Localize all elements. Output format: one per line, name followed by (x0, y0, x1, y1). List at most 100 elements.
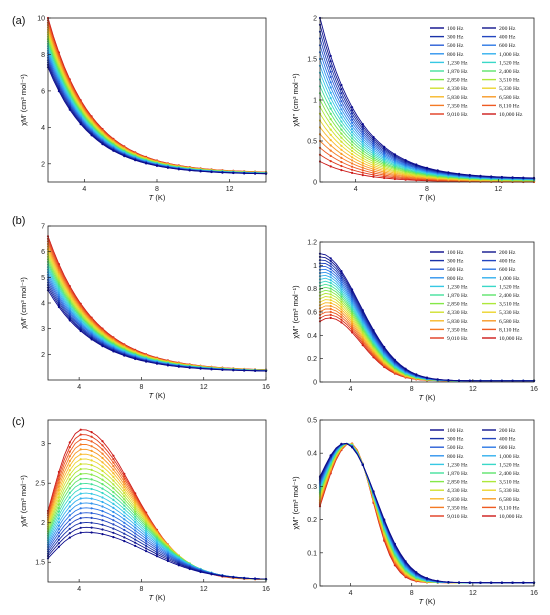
data-point (372, 164, 375, 167)
y-tick-label: 8 (41, 52, 45, 59)
y-tick-label: 0.5 (307, 418, 317, 425)
data-point (57, 538, 61, 541)
x-tick-label: 8 (139, 586, 143, 593)
data-point (79, 438, 82, 441)
data-point (340, 92, 343, 95)
data-point (468, 581, 471, 584)
x-tick-label: 12 (200, 384, 208, 391)
data-point (101, 510, 104, 513)
x-tick-label: 8 (425, 186, 429, 193)
data-point (123, 511, 126, 514)
legend-label: 400 Hz (499, 35, 516, 41)
legend-label: 2,850 Hz (447, 302, 468, 308)
data-point (79, 123, 82, 126)
data-point (68, 496, 71, 499)
data-point (112, 536, 115, 539)
data-point (155, 545, 159, 548)
data-point (254, 577, 257, 580)
series-markers (46, 448, 268, 581)
data-point (57, 517, 61, 520)
data-point (123, 514, 126, 517)
x-tick-label: 4 (77, 586, 81, 593)
data-point (145, 533, 148, 536)
series-markers (46, 245, 268, 372)
data-point (351, 156, 354, 159)
data-point (351, 124, 354, 128)
data-point (134, 521, 137, 524)
legend-label: 300 Hz (447, 437, 464, 443)
legend-label: 2,400 Hz (499, 69, 520, 75)
data-point (511, 176, 514, 179)
data-point (340, 83, 343, 87)
data-point (404, 159, 407, 162)
data-point (361, 164, 364, 167)
data-point (123, 528, 126, 532)
data-point (361, 140, 364, 143)
y-tick-label: 0 (313, 180, 317, 187)
data-point (383, 145, 386, 148)
data-point (340, 100, 343, 103)
data-point (329, 287, 332, 290)
data-point (134, 541, 137, 544)
data-point (361, 171, 364, 174)
y-tick-label: 0 (313, 584, 317, 591)
legend-label: 9,010 Hz (447, 112, 468, 118)
x-tick-label: 16 (262, 586, 270, 593)
data-point (90, 492, 93, 495)
legend-label: 8,110 Hz (499, 103, 520, 109)
x-tick-label: 12 (469, 590, 477, 597)
data-point (372, 147, 375, 150)
data-point (145, 531, 148, 534)
data-point (101, 491, 104, 495)
data-point (145, 529, 148, 532)
series-markers (46, 21, 268, 174)
data-point (351, 171, 354, 174)
y-tick-label: 4 (41, 301, 45, 308)
data-point (145, 525, 148, 528)
data-point (57, 521, 61, 524)
data-point (101, 461, 104, 464)
data-point (361, 142, 364, 145)
data-point (112, 465, 115, 468)
data-point (101, 474, 104, 477)
data-point (101, 483, 104, 486)
data-point (112, 479, 115, 482)
data-point (340, 152, 343, 155)
y-tick-label: 2 (313, 16, 317, 23)
data-point (57, 531, 61, 534)
data-point (68, 478, 71, 481)
series-markers (46, 16, 268, 174)
data-point (101, 143, 104, 146)
data-point (123, 475, 126, 478)
data-point (112, 350, 115, 353)
y-tick-label: 6 (41, 88, 45, 95)
data-point (361, 130, 364, 133)
data-point (243, 172, 246, 175)
data-point (351, 288, 354, 291)
data-point (372, 168, 375, 171)
data-point (351, 112, 354, 115)
legend-label: 500 Hz (447, 445, 464, 451)
legend-label: 1,520 Hz (499, 462, 520, 468)
data-point (123, 504, 126, 507)
legend-label: 300 Hz (447, 259, 464, 265)
x-tick-label: 4 (349, 590, 353, 597)
legend-label: 400 Hz (499, 437, 516, 443)
data-point (79, 428, 82, 431)
y-tick-label: 2 (41, 520, 45, 527)
data-point (351, 331, 354, 334)
data-point (479, 174, 482, 177)
data-point (221, 368, 224, 371)
data-point (361, 159, 364, 162)
data-point (112, 506, 115, 509)
data-point (447, 379, 450, 382)
data-point (340, 308, 343, 311)
data-point (101, 528, 104, 531)
data-point (57, 545, 61, 548)
data-point (123, 486, 126, 489)
legend-label: 10,000 Hz (499, 112, 523, 118)
data-point (361, 137, 364, 140)
data-point (329, 133, 332, 136)
data-point (57, 499, 61, 502)
data-point (199, 570, 202, 574)
